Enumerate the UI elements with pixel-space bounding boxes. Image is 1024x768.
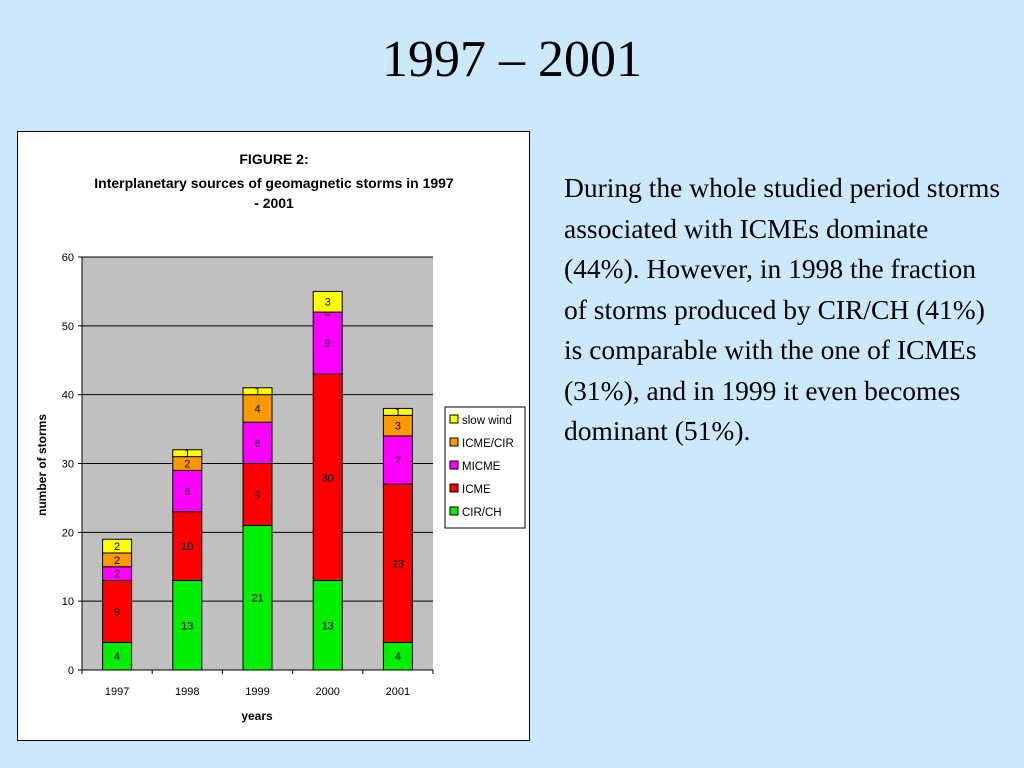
chart-title: FIGURE 2: [239,151,308,167]
y-tick-label: 40 [62,390,74,402]
body-text: During the whole studied period storms a… [564,172,1001,446]
legend-entry: ICME [462,484,491,496]
data-label: 2 [114,541,120,553]
data-label: 13 [181,620,193,632]
data-label: 1 [254,386,260,398]
x-axis-label: years [241,709,273,723]
bar-segment [102,580,133,643]
data-label: 9 [114,606,120,618]
y-tick-label: 60 [62,252,74,264]
data-label: 1 [184,448,190,460]
x-tick-label: 1999 [245,686,269,698]
x-tick-label: 1998 [175,686,199,698]
x-tick-label: 1997 [105,686,129,698]
data-label: 6 [254,438,260,450]
chart-legend: slow wind ICME/CIR MICME ICME CIR/CH [444,406,526,529]
data-label: 2 [114,569,120,581]
legend-swatch [449,506,459,516]
y-tick-label: 50 [62,321,74,333]
chart-subtitle-line: - 2001 [254,195,294,211]
data-label: 6 [184,486,190,498]
y-tick-label: 10 [62,596,74,608]
x-tick-label: 2000 [315,686,339,698]
bar-segment [242,524,273,671]
plot-area: 0102030405060199749222199813106211999219… [62,252,434,698]
legend-entry: ICME/CIR [462,438,514,450]
data-label: 4 [114,651,120,663]
data-label: 30 [322,472,334,484]
data-label: 13 [322,620,334,632]
legend-entry: CIR/CH [462,507,502,519]
data-label: 23 [392,558,404,570]
bar-segment [242,463,273,526]
x-tick-label: 2001 [386,686,410,698]
legend-swatch [449,483,459,493]
bar-segment [382,435,413,485]
y-tick-label: 30 [62,459,74,471]
bar-segment [242,421,273,465]
data-label: 3 [325,297,331,309]
data-label: 0 [325,307,331,319]
data-label: 3 [395,421,401,433]
data-label: 10 [181,541,193,553]
data-label: 9 [254,489,260,501]
chart-panel: FIGURE 2: Interplanetary sources of geom… [17,131,530,741]
bar-segment [312,373,343,582]
data-label: 9 [325,338,331,350]
data-label: 7 [395,455,401,467]
data-label: 21 [251,593,263,605]
bar-segment [382,407,413,416]
slide-title: 1997 – 2001 [382,31,642,88]
y-tick-label: 0 [68,665,74,677]
legend-swatch [449,414,459,424]
stacked-bar-chart: FIGURE 2: Interplanetary sources of geom… [35,151,526,723]
legend-entry: MICME [462,461,501,473]
data-label: 2 [184,459,190,471]
chart-subtitle-line: Interplanetary sources of geomagnetic st… [94,175,454,191]
bar-segment [172,469,203,513]
bar-segment [382,641,413,671]
bar-segment [312,580,343,671]
y-axis-label: number of storms [35,414,49,516]
bar-segment [102,641,133,671]
bar-segment [102,538,133,554]
bar-segment [172,580,203,671]
bar-segment [172,449,203,458]
chart-subtitle: Interplanetary sources of geomagnetic st… [94,175,454,211]
data-label: 2 [114,555,120,567]
data-label: 1 [395,407,401,419]
legend-swatch [449,460,459,470]
bar-segment [312,311,343,375]
bar-segment [312,290,343,313]
legend-entry: slow wind [462,415,512,427]
data-label: 4 [254,403,260,415]
data-label: 4 [395,651,401,663]
bar-segment [242,387,273,396]
legend-swatch [449,437,459,447]
bar-segment [242,394,273,423]
y-tick-label: 20 [62,527,74,539]
